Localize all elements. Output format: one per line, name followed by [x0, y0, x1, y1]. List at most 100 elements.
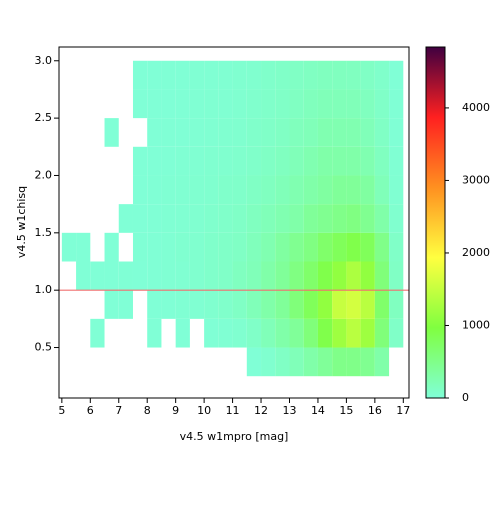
heat-cell: [62, 319, 76, 348]
heat-cell: [346, 261, 361, 291]
heat-cell: [261, 89, 276, 119]
heat-cell: [389, 175, 404, 205]
x-tick-label: 14: [311, 404, 325, 417]
heat-cell: [275, 60, 290, 90]
heat-cell: [289, 347, 304, 377]
heat-cell: [374, 89, 390, 119]
heat-cell: [62, 290, 76, 319]
heat-cell: [175, 290, 190, 319]
heat-cell: [332, 347, 347, 377]
heat-cell: [62, 147, 76, 176]
heat-cell: [317, 146, 333, 176]
heat-cell: [105, 204, 119, 233]
heat-cell: [175, 60, 190, 90]
x-axis-label: v4.5 w1mpro [mag]: [180, 430, 289, 443]
heat-cell: [62, 204, 76, 233]
heat-cell: [189, 60, 205, 90]
heat-cell: [204, 118, 219, 147]
heat-cell: [360, 318, 375, 348]
heat-cell: [76, 348, 90, 377]
heat-cell: [105, 348, 119, 377]
heat-cell: [147, 348, 161, 377]
heat-cell: [147, 89, 162, 119]
x-tick-label: 12: [254, 404, 268, 417]
heat-cell: [317, 175, 333, 205]
heat-cell: [346, 318, 361, 348]
heat-cell: [175, 175, 190, 205]
x-tick-label: 13: [282, 404, 296, 417]
heat-cell: [261, 290, 276, 319]
heat-cell: [218, 146, 233, 176]
heat-cell: [275, 204, 290, 233]
heat-cell: [374, 175, 390, 205]
heat-cell: [317, 89, 333, 119]
colorbar: [425, 46, 446, 399]
heat-cell: [332, 60, 347, 90]
y-tick-label: 2.5: [35, 111, 53, 124]
heat-cell: [232, 146, 247, 176]
heat-cell: [346, 232, 361, 262]
heat-cell: [218, 232, 233, 262]
heat-cell: [175, 146, 190, 176]
heat-cell: [90, 233, 104, 262]
heat-cell: [62, 262, 76, 291]
heat-cell: [360, 204, 375, 233]
heat-cell: [289, 204, 304, 233]
heat-cell: [332, 232, 347, 262]
heat-cell: [189, 261, 205, 291]
heat-cell: [346, 60, 361, 90]
heat-cell: [303, 232, 318, 262]
heat-cell: [246, 290, 262, 319]
heat-cell: [246, 60, 262, 90]
heat-cell: [189, 175, 205, 205]
heat-cell: [218, 89, 233, 119]
heat-cell: [261, 261, 276, 291]
heat-cell: [275, 290, 290, 319]
heat-cell: [317, 204, 333, 233]
heat-cell: [275, 347, 290, 377]
heat-cell: [261, 60, 276, 90]
heat-cell: [317, 261, 333, 291]
heat-cell: [232, 175, 247, 205]
heat-cell: [204, 348, 218, 377]
heat-cell: [119, 233, 133, 262]
heat-cell: [61, 232, 77, 262]
heat-cell: [119, 348, 133, 377]
heat-cell: [303, 60, 318, 90]
heat-cell: [104, 232, 119, 262]
heat-cell: [132, 232, 148, 262]
heat-cell: [232, 204, 247, 233]
heat-cell: [275, 318, 290, 348]
heat-cell: [232, 318, 247, 348]
heat-cell: [147, 204, 162, 233]
heat-cell: [104, 118, 119, 147]
heat-cell: [62, 89, 76, 118]
heat-cell: [233, 348, 247, 377]
heat-cell: [332, 89, 347, 119]
heat-cell: [175, 261, 190, 291]
heat-cell: [275, 89, 290, 119]
heat-cell: [204, 175, 219, 205]
heat-cell: [147, 175, 162, 205]
heat-cell: [175, 204, 190, 233]
heat-cell: [275, 146, 290, 176]
heat-cell: [147, 261, 162, 291]
heat-cell: [374, 60, 390, 90]
heat-cell: [232, 118, 247, 147]
heat-cell: [90, 147, 104, 176]
x-tick-label: 7: [115, 404, 122, 417]
heat-cell: [76, 290, 90, 319]
heat-cell: [374, 347, 390, 377]
heat-cell: [332, 318, 347, 348]
heat-cell: [346, 89, 361, 119]
heat-cell: [147, 232, 162, 262]
heat-cell: [175, 318, 190, 348]
y-tick-label: 2.0: [35, 168, 53, 181]
heat-cell: [389, 290, 404, 319]
heat-cell: [118, 290, 133, 319]
plot-frame: [58, 46, 410, 399]
heat-cell: [246, 347, 262, 377]
heat-cell: [62, 61, 76, 90]
x-tick-label: 15: [339, 404, 353, 417]
heat-cell: [303, 89, 318, 119]
